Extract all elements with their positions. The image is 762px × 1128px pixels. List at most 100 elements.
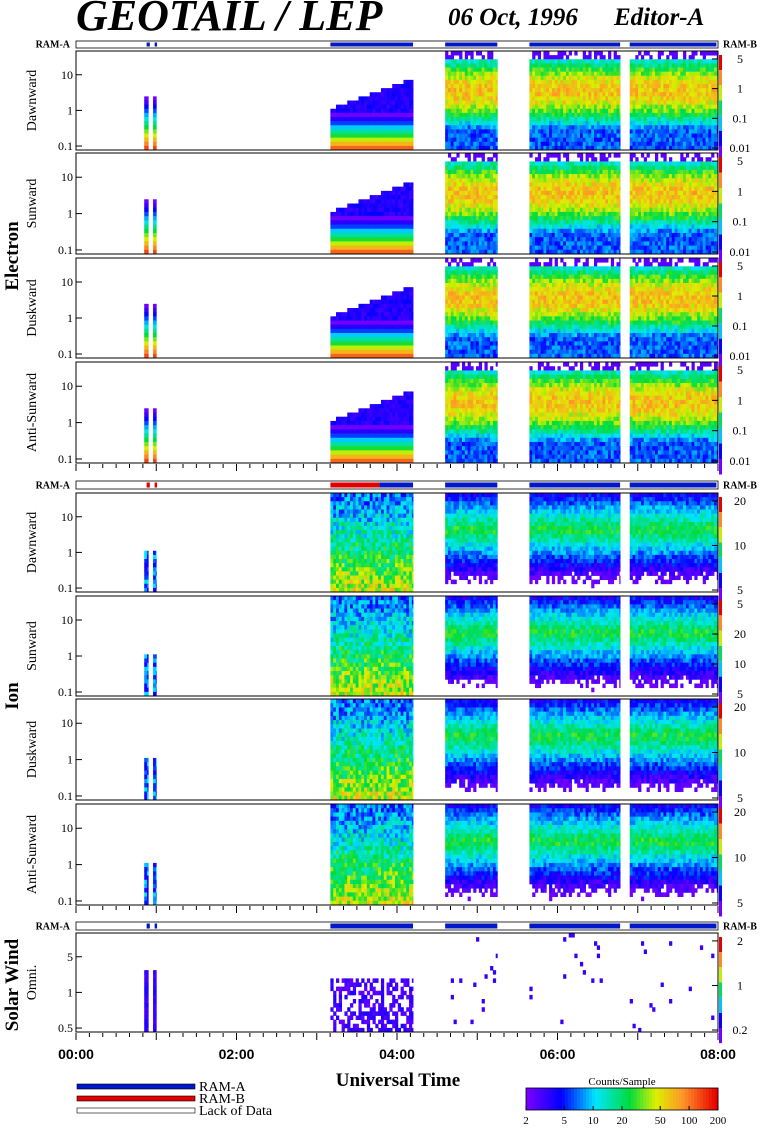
panel-frame (75, 803, 719, 906)
right-tick-label: 10 (734, 657, 746, 671)
y-tick-label: 1 (67, 985, 73, 999)
right-tick-label: 1 (737, 184, 743, 198)
y-tick-label: 10 (61, 275, 73, 289)
right-tick-label: 1 (737, 82, 743, 96)
ram-segment (445, 482, 498, 488)
x-tick-label: 06:00 (540, 1046, 576, 1062)
right-tick-label: 10 (734, 746, 746, 760)
ram-segment (146, 42, 150, 47)
colorbar-tick-label: 20 (617, 1115, 629, 1127)
panel-frame (75, 595, 719, 697)
right-tick-label: 0.1 (733, 424, 748, 438)
ram-segment (154, 42, 158, 47)
y-tick-label: 0.1 (58, 581, 73, 595)
panel-frame (75, 932, 719, 1033)
right-tick-label: 5 (737, 597, 743, 611)
panel-label: Sunward (25, 179, 40, 229)
colorbar-tick-label: 2 (523, 1115, 529, 1127)
right-tick-label: 5 (737, 687, 743, 701)
panel-frame (75, 361, 719, 464)
ram-segment (529, 482, 621, 488)
x-tick-label: 00:00 (58, 1046, 94, 1062)
y-tick-label: 0.1 (58, 243, 73, 257)
ram-b-label: RAM-B (723, 481, 757, 492)
y-tick-label: 1 (67, 207, 73, 221)
colorbar-tick-label: 10 (588, 1115, 600, 1127)
panel-frame (75, 492, 719, 593)
page-title: GEOTAIL / LEP (76, 0, 384, 40)
y-tick-label: 1 (67, 858, 73, 872)
panels: RAM-A RAM-B RAM-A RAM-B RAM-A RAM-B 10 1 0.1 5 1 0.… (25, 40, 757, 1044)
panel-label: Dawnward (25, 512, 40, 573)
colorbar-tick-label: 50 (655, 1115, 667, 1127)
colorbar-tick-label: 5 (561, 1115, 567, 1127)
panel-label: Duskward (25, 279, 40, 337)
right-tick-label: 5 (737, 52, 743, 66)
right-tick-label: 10 (734, 851, 746, 865)
y-tick-label: 0.1 (58, 452, 73, 466)
x-axis: 00:00 02:00 04:00 06:00 08:00 (58, 464, 736, 1062)
panel-frame (75, 152, 719, 255)
y-tick-label: 5 (67, 950, 73, 964)
ram-segment (629, 923, 717, 929)
legend-swatch-ram-b (76, 1095, 196, 1102)
right-tick-label: 0.1 (733, 215, 748, 229)
panel-ion-duskward: 10 1 0.1 20 10 5 Duskward (25, 698, 746, 812)
panel-label: Anti-Sunward (25, 373, 40, 452)
ram-b-label: RAM-B (723, 922, 757, 933)
panel-frame (75, 50, 719, 151)
ram-segment (330, 923, 414, 929)
ram-segment (146, 923, 150, 929)
y-tick-label: 1 (67, 753, 73, 767)
panel-label: Sunward (25, 621, 40, 671)
y-tick-label: 0.1 (58, 685, 73, 699)
x-tick-label: 02:00 (219, 1046, 255, 1062)
y-tick-label: 0.1 (58, 789, 73, 803)
right-tick-label: 20 (734, 805, 746, 819)
ram-segment (529, 42, 621, 47)
ram-segment (330, 482, 380, 488)
colorbar-tick-label: 100 (681, 1115, 698, 1127)
right-tick-label: 0.1 (733, 111, 748, 125)
ram-segment (445, 923, 498, 929)
right-tick-label: 5 (737, 363, 743, 377)
legend-label-lack: Lack of Data (199, 1104, 273, 1119)
panel-electron-duskward: 10 1 0.1 5 1 0.1 0.01 Duskward (25, 257, 751, 370)
y-tick-label: 10 (61, 613, 73, 627)
panel-ion-dawnward: 10 1 0.1 20 10 5 Dawnward (25, 492, 746, 604)
date-label: 06 Oct, 1996 (448, 4, 578, 31)
y-tick-label: 0.1 (58, 894, 73, 908)
legend-swatch-ram-a (76, 1083, 196, 1090)
ram-b-label: RAM-B (723, 40, 757, 51)
group-label-ion: Ion (2, 682, 23, 710)
y-tick-label: 10 (61, 510, 73, 524)
colorbar: Counts/Sample 2 5 10 20 50 100 200 (523, 1076, 727, 1127)
ram-segment (529, 923, 621, 929)
group-label-electron: Electron (2, 221, 23, 291)
legend-swatch-lack (76, 1107, 196, 1114)
right-tick-label: 1 (737, 978, 743, 992)
right-tick-label: 5 (737, 259, 743, 273)
ram-a-label: RAM-A (36, 922, 71, 933)
colorbar-tick-label: 200 (710, 1115, 727, 1127)
ram-segment (379, 482, 414, 488)
right-tick-label: 0.2 (733, 1023, 748, 1037)
y-tick-label: 10 (61, 821, 73, 835)
right-tick-label: 0.01 (730, 245, 751, 259)
y-tick-label: 0.1 (58, 139, 73, 153)
panel-electron-dawnward: 10 1 0.1 5 1 0.1 0.01 Dawnward (25, 50, 751, 162)
right-tick-label: 5 (737, 896, 743, 910)
right-tick-label: 2 (737, 934, 743, 948)
right-tick-label: 1 (737, 393, 743, 407)
ram-segment (154, 482, 158, 488)
right-tick-label: 0.1 (733, 319, 748, 333)
editor-label: Editor-A (613, 4, 704, 31)
panel-frame (75, 698, 719, 801)
y-tick-label: 10 (61, 716, 73, 730)
colorbar-title: Counts/Sample (588, 1076, 655, 1088)
right-tick-label: 1 (737, 289, 743, 303)
x-axis-title: Universal Time (336, 1070, 460, 1091)
y-tick-label: 1 (67, 416, 73, 430)
ram-segment (445, 42, 498, 47)
ram-strip-ion: RAM-A RAM-B (36, 481, 758, 492)
